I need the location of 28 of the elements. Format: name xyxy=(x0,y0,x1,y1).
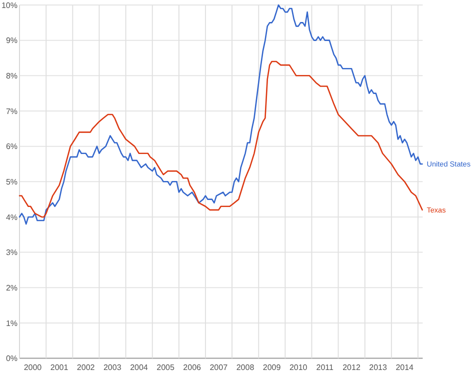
x-tick-label: 2009 xyxy=(262,363,282,372)
x-tick-label: 2014 xyxy=(396,363,414,372)
line-series xyxy=(18,4,423,225)
x-tick-label: 2002 xyxy=(76,363,96,372)
x-tick-label: 2012 xyxy=(342,363,361,372)
x-tick-label: 2013 xyxy=(369,363,388,372)
y-tick-label: 1% xyxy=(6,318,18,328)
x-tick-label: 2006 xyxy=(183,363,202,372)
y-tick-label: 7% xyxy=(6,106,18,116)
y-tick-label: 2% xyxy=(6,283,18,292)
y-tick-label: 9% xyxy=(6,36,18,46)
x-tick-label: 2003 xyxy=(103,363,122,372)
y-tick-label: 10% xyxy=(1,0,18,10)
x-tick-label: 2001 xyxy=(50,363,69,372)
x-tick-label: 2004 xyxy=(130,363,148,372)
y-tick-label: 0% xyxy=(6,354,18,364)
y-tick-label: 8% xyxy=(6,71,18,80)
y-tick-label: 5% xyxy=(6,177,18,186)
x-tick-label: 2010 xyxy=(289,363,308,372)
y-tick-label: 3% xyxy=(6,248,18,258)
y-tick-label: 6% xyxy=(6,142,18,152)
x-tick-label: 2008 xyxy=(236,363,255,372)
x-tick-label: 2000 xyxy=(24,363,42,372)
x-tick-label: 2005 xyxy=(156,363,175,372)
x-tick-label: 2011 xyxy=(316,363,334,372)
x-tick-label: 2007 xyxy=(210,363,228,372)
line-series xyxy=(18,60,423,218)
y-tick-label: 4% xyxy=(6,212,18,222)
